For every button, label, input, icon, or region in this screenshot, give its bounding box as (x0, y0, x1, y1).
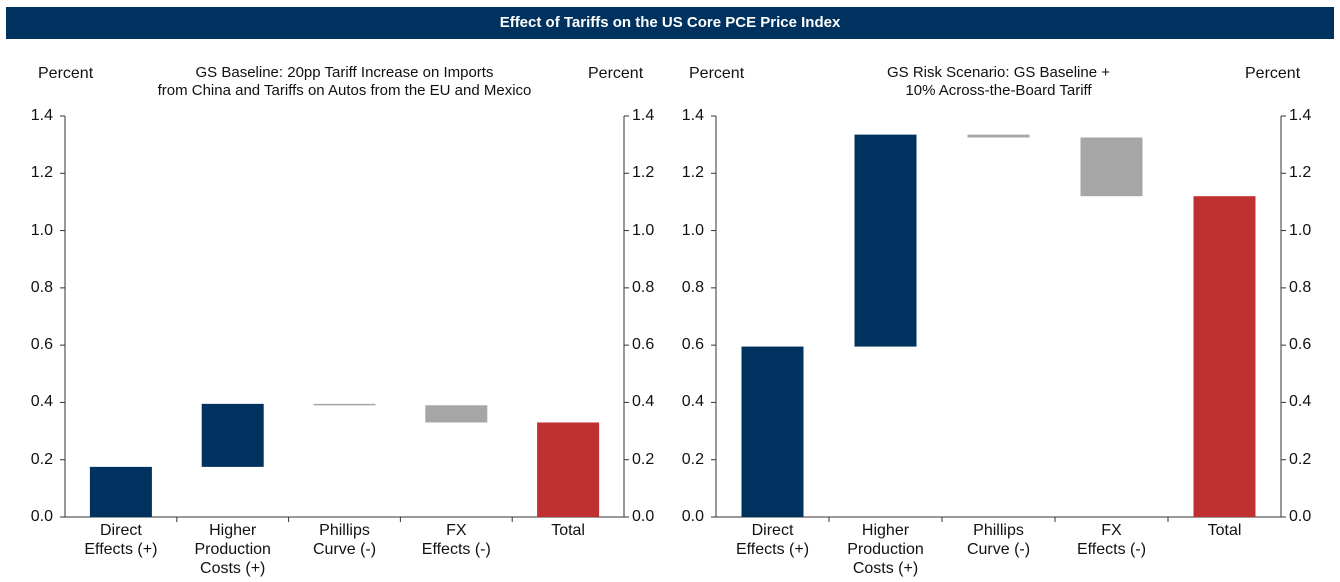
y-tick-label: 0.8 (30, 278, 53, 296)
y2-tick-label: 0.6 (1289, 336, 1312, 354)
bar (741, 346, 804, 517)
bar (967, 134, 1030, 138)
x-tick-label: Phillips Curve (-) (966, 522, 1031, 558)
y2-tick-label: 1.0 (1289, 221, 1312, 239)
y2-tick-label: 1.4 (1289, 107, 1312, 124)
chart-title: GS Risk Scenario: GS Baseline + 10% Acro… (886, 64, 1110, 99)
bar (425, 405, 488, 423)
bar (537, 422, 600, 517)
y2-tick-label: 0.6 (632, 336, 655, 354)
bar (1080, 137, 1143, 197)
y-tick-label: 0.4 (681, 393, 704, 411)
y-tick-label: 0.0 (30, 508, 53, 525)
y2-axis-label: Percent (1245, 65, 1301, 82)
y-tick-label: 0.6 (681, 336, 704, 354)
y-tick-label: 1.4 (30, 107, 53, 124)
y-tick-label: 0.8 (681, 278, 704, 296)
x-tick-label: FX Effects (-) (1076, 522, 1147, 558)
y-tick-label: 0.0 (681, 508, 704, 525)
y2-tick-label: 1.2 (1289, 164, 1312, 182)
y2-tick-label: 0.2 (632, 450, 655, 468)
y2-tick-label: 0.4 (632, 393, 655, 411)
y2-axis-label: Percent (588, 65, 644, 82)
y2-tick-label: 1.4 (632, 107, 655, 124)
y-tick-label: 1.2 (681, 164, 704, 182)
x-tick-label: Total (551, 522, 585, 539)
y-axis-label: Percent (689, 65, 745, 82)
bar (89, 466, 152, 517)
x-tick-label: Higher Production Costs (+) (194, 522, 271, 577)
chart-title: GS Baseline: 20pp Tariff Increase on Imp… (157, 64, 532, 99)
y2-tick-label: 0.2 (1289, 450, 1312, 468)
bar (1193, 196, 1256, 517)
banner-title: Effect of Tariffs on the US Core PCE Pri… (6, 7, 1334, 39)
y-tick-label: 0.6 (30, 336, 53, 354)
y-tick-label: 0.2 (681, 450, 704, 468)
y2-tick-label: 0.8 (1289, 278, 1312, 296)
y2-tick-label: 0.0 (1289, 508, 1312, 525)
y-tick-label: 1.0 (30, 221, 53, 239)
y2-tick-label: 1.0 (632, 221, 655, 239)
y-tick-label: 0.2 (30, 450, 53, 468)
y-tick-label: 1.2 (30, 164, 53, 182)
y-tick-label: 1.4 (681, 107, 704, 124)
y2-tick-label: 0.8 (632, 278, 655, 296)
bar (854, 134, 917, 347)
x-tick-label: Direct Effects (+) (735, 522, 810, 558)
bar (201, 403, 264, 467)
x-tick-label: Total (1207, 522, 1242, 539)
y-tick-label: 1.0 (681, 221, 704, 239)
bar (313, 403, 376, 406)
x-tick-label: Direct Effects (+) (84, 522, 158, 558)
y-tick-label: 0.4 (30, 393, 53, 411)
y2-tick-label: 1.2 (632, 164, 655, 182)
x-tick-label: Higher Production Costs (+) (847, 522, 924, 577)
y2-tick-label: 0.0 (632, 508, 655, 525)
y2-tick-label: 0.4 (1289, 393, 1312, 411)
x-tick-label: FX Effects (-) (421, 522, 491, 558)
y-axis-label: Percent (38, 65, 94, 82)
x-tick-label: Phillips Curve (-) (312, 522, 377, 558)
